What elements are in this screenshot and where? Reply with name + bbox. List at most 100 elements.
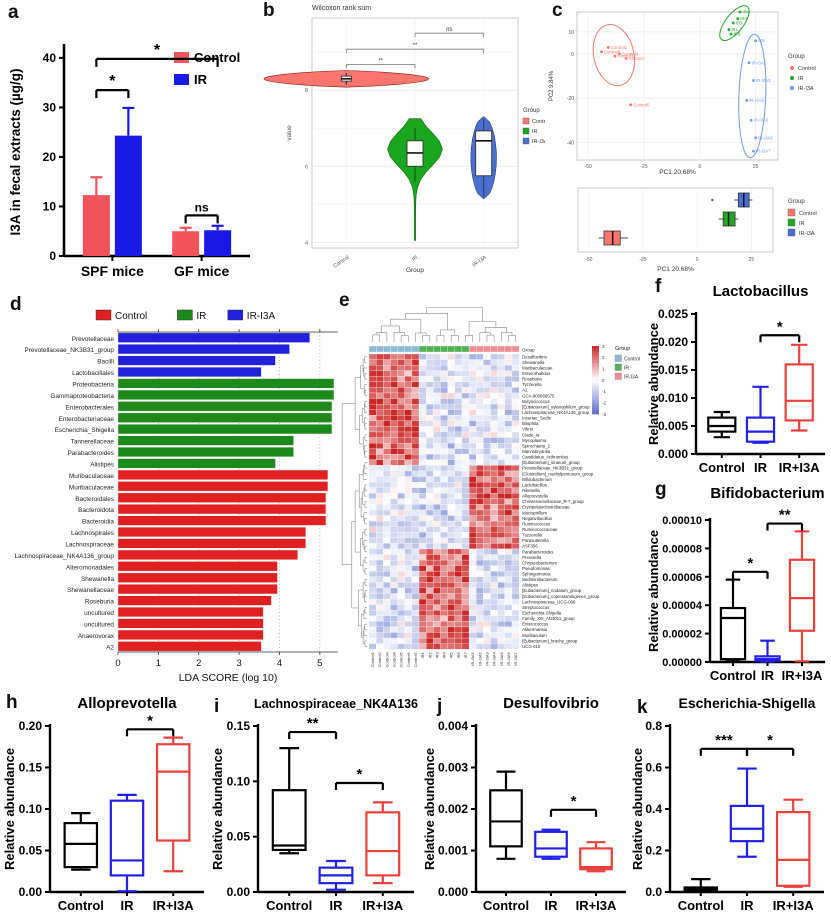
svg-text:Control: Control [115,311,147,322]
svg-text:5: 5 [317,658,322,669]
lda-bar-Anaerovorax [117,629,264,640]
svg-text:Rikenella: Rikenella [522,488,540,493]
svg-text:0.020: 0.020 [658,335,688,349]
lda-bar-Lachnospirales [117,526,306,538]
svg-text:Bifidobacterium: Bifidobacterium [710,485,824,502]
svg-text:Control7: Control7 [413,651,418,667]
panel-c-pca-plot: -50 -25 0 25 10 0 -20 -40 PC1 20.68% PC2 9.84% Con… [549,5,817,273]
svg-text:uncultured: uncultured [84,610,114,617]
svg-text:Control: Control [678,898,724,913]
box-g-Control [719,606,747,661]
svg-text:Parabacteroides: Parabacteroides [67,450,114,457]
svg-text:Parasutterella: Parasutterella [522,538,549,543]
svg-text:IR: IR [741,898,755,913]
svg-text:IR-I3A1: IR-I3A1 [470,651,475,665]
svg-text:0.005: 0.005 [658,419,688,433]
svg-text:0: 0 [602,378,605,383]
svg-text:Control: Control [624,357,640,363]
svg-text:0.00: 0.00 [227,885,251,899]
svg-text:Bacteroidales: Bacteroidales [75,496,114,503]
svg-text:25: 25 [753,164,759,170]
svg-text:Alistipes: Alistipes [522,583,538,588]
svg-text:PC1 20.68%: PC1 20.68% [657,266,694,273]
svg-text:10: 10 [568,30,574,36]
panel-a-letter: a [8,2,19,23]
svg-text:IR-I3A6: IR-I3A6 [506,651,511,665]
svg-text:Christensenellaceae_R-7_group: Christensenellaceae_R-7_group [522,499,584,504]
panel-i-letter: i [214,696,220,717]
svg-text:Control2: Control2 [611,45,628,50]
svg-text:Control6: Control6 [604,49,621,54]
svg-text:Marvinbryantia: Marvinbryantia [522,449,551,454]
svg-text:3: 3 [236,658,241,669]
svg-text:0.00006: 0.00006 [662,572,702,584]
svg-text:Wilcoxon rank sum: Wilcoxon rank sum [312,5,371,12]
svg-text:0.002: 0.002 [438,802,468,816]
panel-b-violin-box-plot: 4 6 8 Wilcoxon rank sum value Control IR IR-I3A… [263,5,545,274]
svg-text:IR-I3A: IR-I3A [798,86,814,92]
svg-text:IR: IR [754,460,768,475]
ellipse-IR-I3A [738,33,767,159]
svg-text:Group: Group [406,267,424,274]
svg-text:Erysipelatoclostridiaceae: Erysipelatoclostridiaceae [522,505,570,510]
svg-text:Group: Group [523,108,540,114]
lda-bar-Muribaculaceae [117,481,329,492]
svg-text:IR6: IR6 [456,651,461,658]
svg-text:Muribaculum: Muribaculum [522,633,547,638]
box-g-IR+I3A [788,558,816,632]
svg-text:[Eubacterium]_brachy_group: [Eubacterium]_brachy_group [522,638,578,643]
svg-text:-25: -25 [639,257,646,263]
svg-text:Tannerellaceae: Tannerellaceae [71,439,115,446]
svg-text:***: *** [715,732,733,749]
svg-text:IR4: IR4 [743,10,750,15]
svg-text:Prevotella: Prevotella [522,555,542,560]
svg-text:0.8: 0.8 [645,719,662,733]
svg-text:IR-I3A: IR-I3A [799,231,815,237]
svg-text:LDA SCORE (log 10): LDA SCORE (log 10) [179,672,278,684]
panel-f-letter: f [655,276,662,297]
lda-bar-Bacilli [117,355,276,366]
svg-text:Control: Control [58,898,104,913]
svg-text:Proteobacteria: Proteobacteria [72,382,114,389]
svg-text:Desulfovibrio: Desulfovibrio [503,695,599,712]
svg-text:0.001: 0.001 [438,844,468,858]
svg-text:I3A in fecal extracts (µg/g): I3A in fecal extracts (µg/g) [8,68,23,235]
svg-text:IR+I3A: IR+I3A [779,460,820,475]
bar-SPF mice-Control [82,195,110,256]
svg-text:0.15: 0.15 [227,719,251,733]
svg-text:Lachnospiraceae_NK4A136_group: Lachnospiraceae_NK4A136_group [15,553,115,560]
svg-text:IR+I3A: IR+I3A [576,898,617,913]
svg-text:Control5: Control5 [399,651,404,667]
svg-text:Prevotellaceae_NK3B31_group: Prevotellaceae_NK3B31_group [522,466,583,471]
svg-text:IR: IR [799,221,805,227]
svg-text:Streptococcus: Streptococcus [522,605,549,610]
svg-text:IR3: IR3 [740,16,747,21]
svg-text:value: value [286,125,293,141]
svg-text:IR-I3A: IR-I3A [532,139,545,145]
svg-text:Group: Group [522,348,535,353]
lda-bar-Lachnospiraceae [117,538,306,549]
svg-text:Anaerovorax: Anaerovorax [78,633,115,640]
svg-text:IR-I3A7: IR-I3A7 [756,149,771,154]
lda-bar-Lachnospiraceae_NK4A136_group [117,549,298,560]
svg-text:25: 25 [749,257,755,263]
svg-text:-3: -3 [602,412,606,417]
svg-text:Relative abundance: Relative abundance [2,748,17,870]
panel-d-lda-bar-chart: Control IR IR-I3A 0 1 2 3 4 5 Prevotellaceae Prevo… [15,309,338,684]
svg-text:Prevotellaceae_NK3B31_group: Prevotellaceae_NK3B31_group [24,347,114,354]
svg-text:Bacilli: Bacilli [97,359,114,366]
svg-text:Mucispirillum: Mucispirillum [522,510,547,515]
svg-text:Escherichia_Shigella: Escherichia_Shigella [55,427,115,434]
svg-text:Control4: Control4 [392,651,397,667]
box-h-Control [63,822,99,869]
svg-text:Control: Control [798,66,816,72]
svg-text:Control: Control [333,255,351,270]
svg-text:0.00000: 0.00000 [662,657,702,669]
svg-text:A2: A2 [522,388,528,393]
svg-text:0.6: 0.6 [645,761,662,775]
svg-text:Relative abundance: Relative abundance [646,530,661,652]
svg-text:IR-I3A: IR-I3A [472,255,488,269]
svg-text:Vibrio: Vibrio [522,427,534,432]
svg-text:Alloprevotella: Alloprevotella [522,494,548,499]
svg-text:[Clostridium]_methylpentosum_g: [Clostridium]_methylpentosum_group [522,471,594,476]
